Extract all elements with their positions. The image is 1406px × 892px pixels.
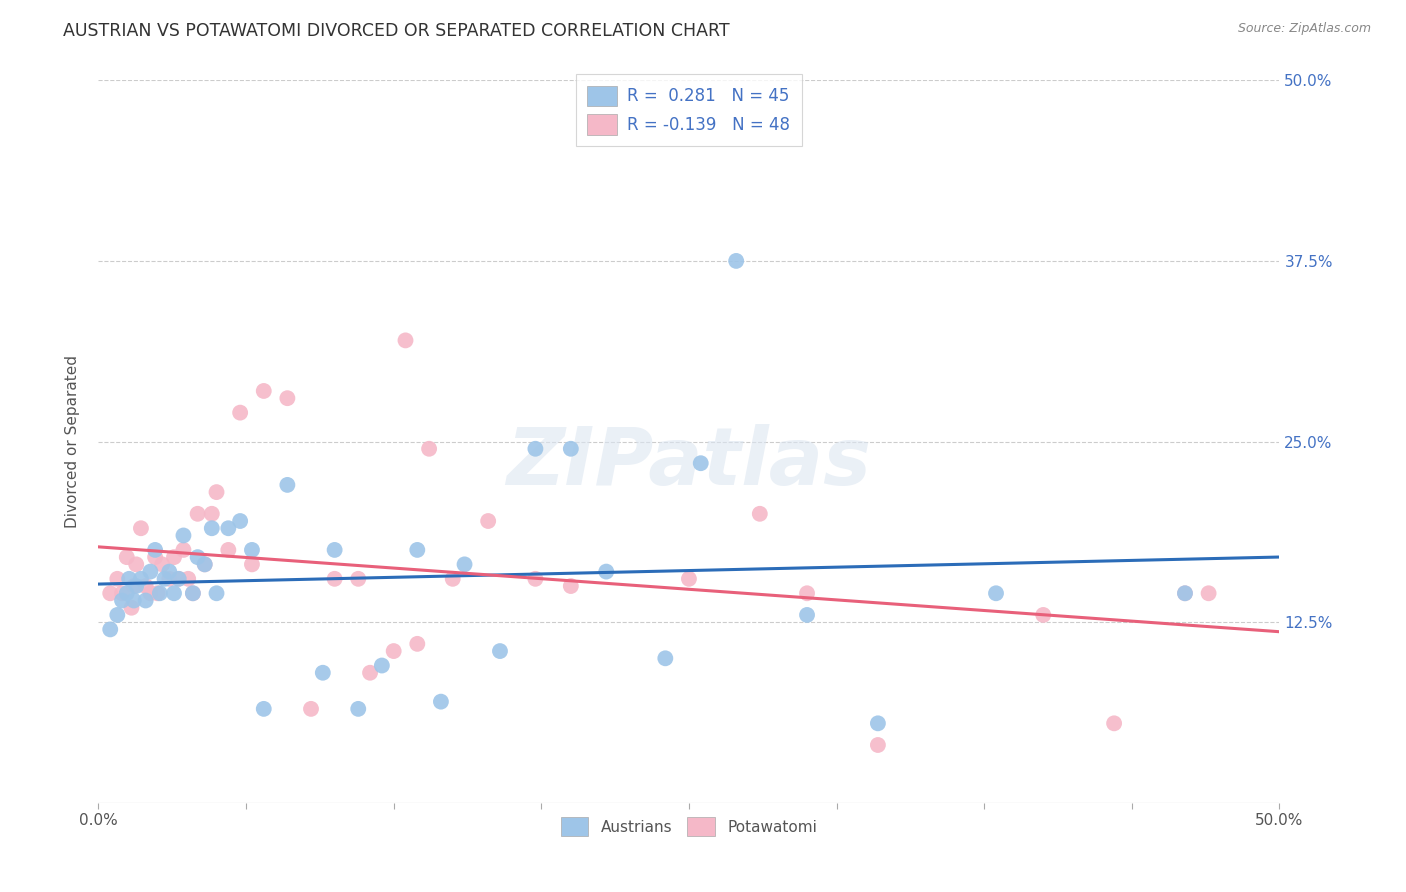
Point [1198,586,1220,600]
Point [394,334,416,348]
Point [181,586,204,600]
Point [181,586,204,600]
Point [194,558,217,572]
Point [240,558,263,572]
Point [406,542,429,557]
Point [748,507,770,521]
Point [177,572,200,586]
Point [323,542,346,557]
Text: AUSTRIAN VS POTAWATOMI DIVORCED OR SEPARATED CORRELATION CHART: AUSTRIAN VS POTAWATOMI DIVORCED OR SEPAR… [63,22,730,40]
Point [143,542,166,557]
Point [205,485,228,500]
Point [150,558,173,572]
Point [984,586,1007,600]
Point [115,586,138,600]
Text: ZIPatlas: ZIPatlas [506,425,872,502]
Point [382,644,405,658]
Point [122,593,145,607]
Point [229,406,252,420]
Point [1174,586,1197,600]
Point [323,572,346,586]
Point [654,651,676,665]
Point [347,572,370,586]
Point [122,579,145,593]
Point [143,550,166,565]
Point [796,607,818,622]
Point [167,572,190,586]
Point [276,391,298,405]
Point [418,442,440,456]
Point [111,593,134,607]
Point [312,665,335,680]
Point [115,550,138,565]
Point [299,702,322,716]
Point [477,514,499,528]
Point [98,623,121,637]
Point [453,558,475,572]
Point [201,507,224,521]
Point [139,586,162,600]
Point [125,558,148,572]
Point [149,586,172,600]
Point [172,528,194,542]
Point [135,579,157,593]
Point [172,542,194,557]
Point [111,586,134,600]
Point [129,521,152,535]
Point [1032,607,1054,622]
Point [240,542,263,557]
Point [194,558,217,572]
Point [217,521,239,535]
Point [560,442,582,456]
Point [157,565,180,579]
Point [201,521,224,535]
Point [276,478,298,492]
Point [430,695,453,709]
Point [121,600,143,615]
Point [187,550,209,565]
Point [1174,586,1197,600]
Point [167,572,190,586]
Point [118,572,141,586]
Point [866,738,889,752]
Point [153,572,176,586]
Point [359,665,381,680]
Point [441,572,464,586]
Point [98,586,121,600]
Point [678,572,700,586]
Point [146,586,169,600]
Point [163,586,186,600]
Text: Source: ZipAtlas.com: Source: ZipAtlas.com [1237,22,1371,36]
Point [406,637,429,651]
Point [347,702,370,716]
Point [217,542,239,557]
Point [689,456,711,470]
Point [229,514,252,528]
Point [205,586,228,600]
Point [163,550,186,565]
Point [725,253,748,268]
Point [135,593,157,607]
Point [157,572,180,586]
Point [187,507,209,521]
Point [105,607,128,622]
Point [253,702,276,716]
Point [560,579,582,593]
Legend: Austrians, Potawatomi: Austrians, Potawatomi [555,811,823,842]
Point [371,658,394,673]
Point [595,565,617,579]
Point [253,384,276,398]
Point [866,716,889,731]
Point [524,572,547,586]
Point [796,586,818,600]
Point [125,579,148,593]
Point [489,644,512,658]
Point [129,572,152,586]
Point [105,572,128,586]
Point [139,565,162,579]
Point [1102,716,1125,731]
Point [524,442,547,456]
Y-axis label: Divorced or Separated: Divorced or Separated [65,355,80,528]
